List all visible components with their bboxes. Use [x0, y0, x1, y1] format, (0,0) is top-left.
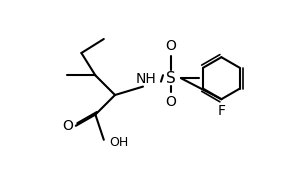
Text: OH: OH [109, 136, 128, 149]
Text: O: O [62, 119, 73, 133]
Text: O: O [166, 39, 176, 53]
Text: F: F [217, 104, 225, 118]
Text: NH: NH [136, 72, 156, 86]
Text: S: S [166, 71, 176, 86]
Text: O: O [166, 95, 176, 109]
